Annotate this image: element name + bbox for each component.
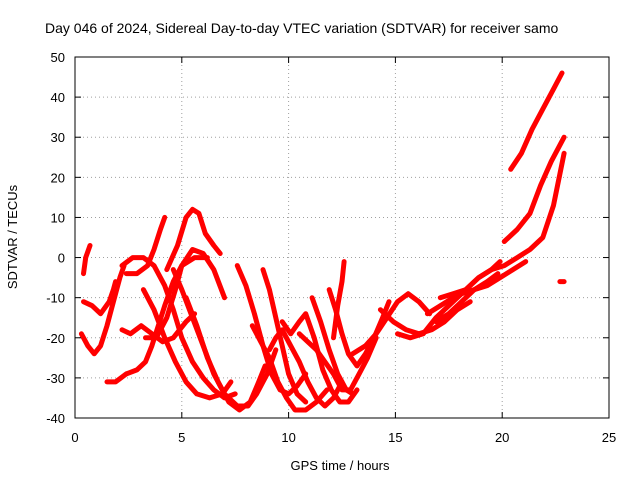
series-track-16	[266, 327, 345, 409]
series-track-21	[331, 259, 347, 341]
grid-layer	[75, 57, 609, 418]
x-tick-label: 25	[602, 430, 616, 445]
series-track-3	[81, 279, 119, 317]
y-tick-label: 30	[51, 130, 65, 145]
series-track-15	[260, 267, 309, 405]
series-track-18	[296, 331, 379, 393]
series-track-28	[501, 134, 567, 244]
series-track-2	[78, 263, 127, 357]
x-axis-label: GPS time / hours	[291, 458, 390, 473]
y-tick-label: -30	[46, 371, 65, 386]
series-track-10	[164, 206, 223, 273]
series-track-19	[309, 295, 356, 397]
y-tick-label: -40	[46, 411, 65, 426]
x-tick-label: 10	[281, 430, 295, 445]
series-track-7	[123, 214, 168, 277]
series-track-9	[143, 247, 227, 341]
y-axis-label: SDTVAR / TECUs	[5, 184, 20, 289]
series-track-12	[183, 295, 268, 413]
x-tick-label: 5	[178, 430, 185, 445]
series-track-29	[508, 70, 565, 172]
tick-layer: 0 5 10 15 20 25 -40 -30 -20 -10 0 10 20 30 40 50	[46, 50, 616, 445]
series-track-26	[433, 259, 529, 325]
series-track-24	[395, 271, 501, 341]
series-track-1	[81, 243, 93, 277]
y-tick-label: 20	[51, 170, 65, 185]
y-tick-label: 50	[51, 50, 65, 65]
y-tick-label: -20	[46, 331, 65, 346]
y-tick-label: -10	[46, 291, 65, 306]
plot-frame	[74, 56, 610, 419]
y-tick-label: 40	[51, 90, 65, 105]
chart-title: Day 046 of 2024, Sidereal Day-to-day VTE…	[45, 20, 558, 36]
x-tick-label: 0	[71, 430, 78, 445]
series-layer	[78, 70, 567, 413]
series-track-8	[140, 287, 234, 401]
series-track-14	[249, 323, 330, 413]
series-track-22	[350, 291, 433, 357]
x-tick-label: 15	[388, 430, 402, 445]
series-track-27	[437, 150, 567, 301]
x-tick-label: 20	[495, 430, 509, 445]
series-track-6	[119, 255, 238, 401]
y-tick-label: 10	[51, 210, 65, 225]
y-tick-label: 0	[58, 251, 65, 266]
